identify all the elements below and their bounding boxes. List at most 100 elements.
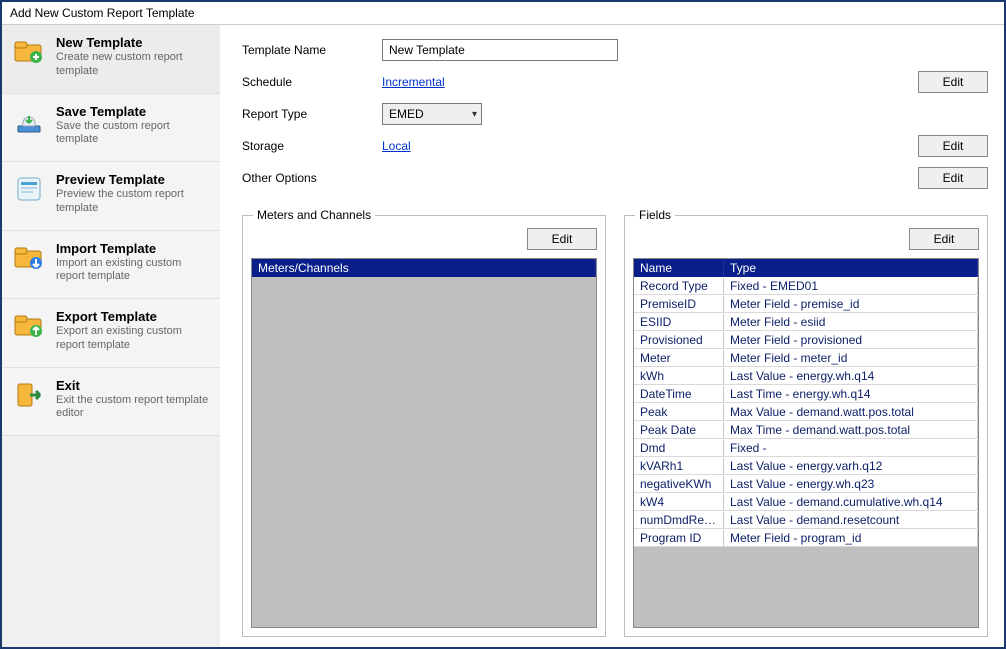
- fields-cell-type: Max Value - demand.watt.pos.total: [724, 404, 978, 420]
- fields-cell-name: DateTime: [634, 386, 724, 402]
- fields-cell-name: Meter: [634, 350, 724, 366]
- fields-edit-button[interactable]: Edit: [909, 228, 979, 250]
- row-schedule: Schedule Incremental Edit: [242, 71, 988, 93]
- fields-cell-type: Meter Field - esiid: [724, 314, 978, 330]
- sidebar-item-text: ExitExit the custom report template edit…: [56, 378, 210, 422]
- fields-cell-name: Program ID: [634, 530, 724, 546]
- row-other-options: Other Options Edit: [242, 167, 988, 189]
- fields-cell-type: Last Value - energy.varh.q12: [724, 458, 978, 474]
- other-options-edit-button[interactable]: Edit: [918, 167, 988, 189]
- fields-row[interactable]: kVARh1Last Value - energy.varh.q12: [634, 457, 978, 475]
- fields-row[interactable]: PremiseIDMeter Field - premise_id: [634, 295, 978, 313]
- fields-row[interactable]: Program IDMeter Field - program_id: [634, 529, 978, 547]
- fields-cell-type: Max Time - demand.watt.pos.total: [724, 422, 978, 438]
- sidebar-item-title: Exit: [56, 378, 210, 393]
- fields-cell-type: Last Value - energy.wh.q23: [724, 476, 978, 492]
- report-type-selected: EMED: [389, 107, 424, 121]
- folder-new-icon: [12, 35, 46, 69]
- fields-row[interactable]: DmdFixed -: [634, 439, 978, 457]
- preview-icon: [12, 172, 46, 206]
- sidebar-item-title: Import Template: [56, 241, 210, 256]
- meters-header: Meters/Channels: [252, 259, 596, 277]
- sidebar-item-text: New TemplateCreate new custom report tem…: [56, 35, 210, 79]
- window: Add New Custom Report Template New Templ…: [0, 0, 1006, 649]
- sidebar-item-title: Preview Template: [56, 172, 210, 187]
- fields-cell-type: Last Value - demand.cumulative.wh.q14: [724, 494, 978, 510]
- fields-cell-name: kW4: [634, 494, 724, 510]
- fields-row[interactable]: kW4Last Value - demand.cumulative.wh.q14: [634, 493, 978, 511]
- fields-empty-area: [634, 547, 978, 627]
- sidebar-item-desc: Import an existing custom report templat…: [56, 257, 210, 285]
- sidebar-item-text: Export TemplateExport an existing custom…: [56, 309, 210, 353]
- fields-header-name: Name: [634, 259, 724, 277]
- sidebar-item-new-template[interactable]: New TemplateCreate new custom report tem…: [2, 25, 220, 94]
- fields-cell-name: numDmdReset: [634, 512, 724, 528]
- sidebar-item-title: New Template: [56, 35, 210, 50]
- label-schedule: Schedule: [242, 75, 382, 89]
- sidebar-item-desc: Export an existing custom report templat…: [56, 325, 210, 353]
- fields-cell-name: kWh: [634, 368, 724, 384]
- fields-cell-name: Peak: [634, 404, 724, 420]
- fields-cell-name: Dmd: [634, 440, 724, 456]
- fields-cell-type: Last Value - energy.wh.q14: [724, 368, 978, 384]
- row-report-type: Report Type EMED ▾: [242, 103, 988, 125]
- fields-cell-type: Last Time - energy.wh.q14: [724, 386, 978, 402]
- storage-link[interactable]: Local: [382, 139, 411, 153]
- fields-cell-name: PremiseID: [634, 296, 724, 312]
- schedule-link[interactable]: Incremental: [382, 75, 445, 89]
- sidebar-item-import-template[interactable]: Import TemplateImport an existing custom…: [2, 231, 220, 300]
- folder-import-icon: [12, 241, 46, 275]
- fields-row[interactable]: ProvisionedMeter Field - provisioned: [634, 331, 978, 349]
- fields-cell-type: Meter Field - program_id: [724, 530, 978, 546]
- fields-row[interactable]: kWhLast Value - energy.wh.q14: [634, 367, 978, 385]
- fields-cell-name: Provisioned: [634, 332, 724, 348]
- fields-cell-type: Meter Field - premise_id: [724, 296, 978, 312]
- meters-legend: Meters and Channels: [253, 208, 375, 222]
- report-type-select[interactable]: EMED ▾: [382, 103, 482, 125]
- fields-row[interactable]: MeterMeter Field - meter_id: [634, 349, 978, 367]
- fields-grid[interactable]: Name Type Record TypeFixed - EMED01Premi…: [633, 258, 979, 628]
- sidebar-item-exit[interactable]: ExitExit the custom report template edit…: [2, 368, 220, 437]
- meters-grid[interactable]: Meters/Channels: [251, 258, 597, 628]
- meters-edit-button[interactable]: Edit: [527, 228, 597, 250]
- sidebar-item-text: Import TemplateImport an existing custom…: [56, 241, 210, 285]
- sidebar-item-export-template[interactable]: Export TemplateExport an existing custom…: [2, 299, 220, 368]
- panels: Meters and Channels Edit Meters/Channels: [242, 215, 988, 637]
- meters-panel: Meters and Channels Edit Meters/Channels: [242, 215, 606, 637]
- sidebar-filler: [2, 436, 220, 647]
- label-report-type: Report Type: [242, 107, 382, 121]
- sidebar: New TemplateCreate new custom report tem…: [2, 25, 220, 647]
- fields-cell-type: Meter Field - meter_id: [724, 350, 978, 366]
- sidebar-item-preview-template[interactable]: Preview TemplatePreview the custom repor…: [2, 162, 220, 231]
- row-template-name: Template Name: [242, 39, 988, 61]
- fields-row[interactable]: ESIIDMeter Field - esiid: [634, 313, 978, 331]
- sidebar-item-desc: Preview the custom report template: [56, 188, 210, 216]
- sidebar-item-save-template[interactable]: Save TemplateSave the custom report temp…: [2, 94, 220, 163]
- sidebar-item-title: Export Template: [56, 309, 210, 324]
- main-panel: Template Name Schedule Incremental Edit …: [220, 25, 1004, 647]
- meters-empty-area: [252, 277, 596, 627]
- schedule-edit-button[interactable]: Edit: [918, 71, 988, 93]
- fields-row[interactable]: numDmdResetLast Value - demand.resetcoun…: [634, 511, 978, 529]
- label-other-options: Other Options: [242, 171, 382, 185]
- window-title: Add New Custom Report Template: [2, 2, 1004, 25]
- fields-row[interactable]: negativeKWhLast Value - energy.wh.q23: [634, 475, 978, 493]
- fields-cell-name: kVARh1: [634, 458, 724, 474]
- storage-edit-button[interactable]: Edit: [918, 135, 988, 157]
- sidebar-item-text: Save TemplateSave the custom report temp…: [56, 104, 210, 148]
- fields-row[interactable]: Record TypeFixed - EMED01: [634, 277, 978, 295]
- chevron-down-icon: ▾: [472, 109, 477, 120]
- fields-cell-type: Fixed -: [724, 440, 978, 456]
- sidebar-item-desc: Save the custom report template: [56, 120, 210, 148]
- fields-row[interactable]: DateTimeLast Time - energy.wh.q14: [634, 385, 978, 403]
- fields-cell-type: Last Value - demand.resetcount: [724, 512, 978, 528]
- sidebar-item-desc: Exit the custom report template editor: [56, 394, 210, 422]
- fields-cell-name: Peak Date: [634, 422, 724, 438]
- fields-row[interactable]: PeakMax Value - demand.watt.pos.total: [634, 403, 978, 421]
- template-name-input[interactable]: [382, 39, 618, 61]
- fields-row[interactable]: Peak DateMax Time - demand.watt.pos.tota…: [634, 421, 978, 439]
- folder-export-icon: [12, 309, 46, 343]
- sidebar-item-desc: Create new custom report template: [56, 51, 210, 79]
- fields-header-type: Type: [724, 259, 978, 277]
- fields-cell-type: Meter Field - provisioned: [724, 332, 978, 348]
